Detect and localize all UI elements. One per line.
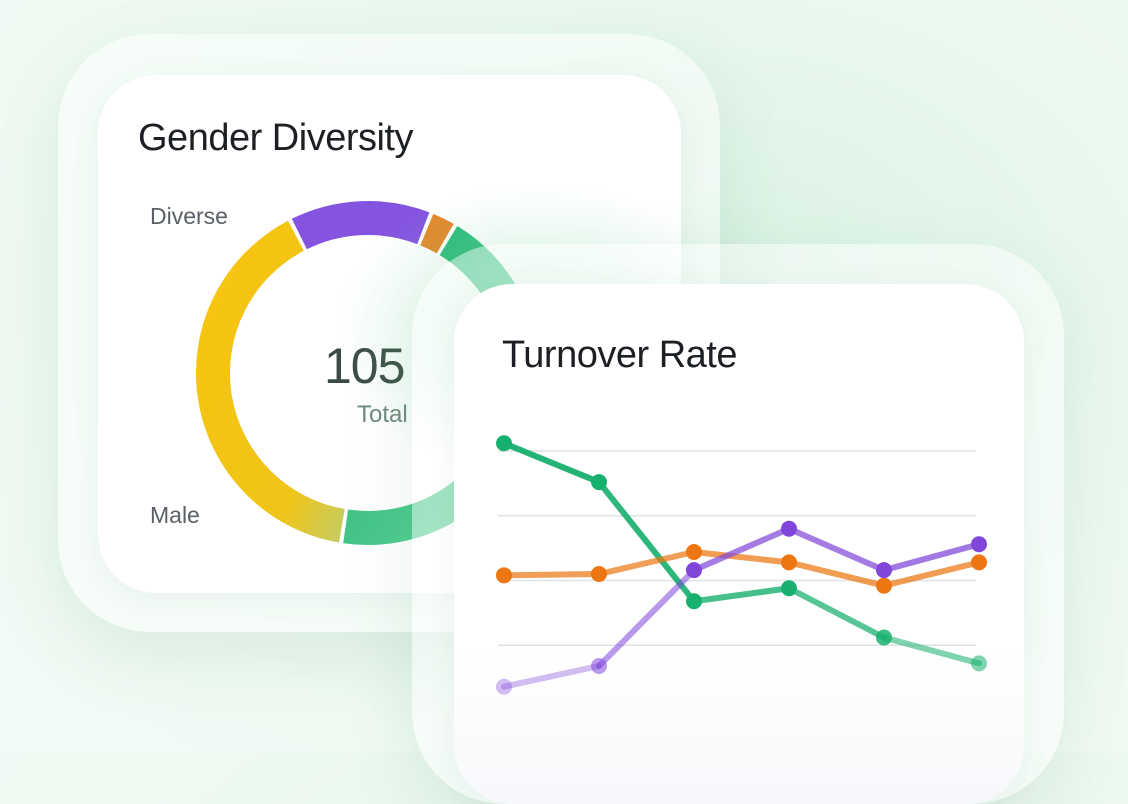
donut-slice-segment-1 bbox=[420, 213, 454, 254]
series-2-segment bbox=[596, 549, 697, 578]
donut-slice-segment-3 bbox=[196, 220, 345, 543]
series-3-segment bbox=[881, 541, 982, 574]
donut-slice-diverse bbox=[291, 201, 430, 250]
series-2-point bbox=[781, 554, 797, 571]
series-2-segment bbox=[786, 559, 887, 589]
series-3-point bbox=[591, 657, 607, 674]
series-2-point bbox=[591, 566, 607, 583]
series-2-point bbox=[686, 544, 702, 561]
series-3-point bbox=[781, 520, 797, 537]
series-1-point bbox=[876, 629, 892, 646]
series-2-point bbox=[496, 567, 512, 584]
series-2-point bbox=[876, 577, 892, 594]
turnover-line-chart bbox=[496, 435, 987, 695]
series-1-point bbox=[496, 435, 512, 452]
series-3-point bbox=[971, 536, 987, 553]
series-2-segment bbox=[691, 549, 792, 566]
series-2-segment bbox=[501, 571, 602, 579]
series-1-point bbox=[591, 474, 607, 491]
legend-label-male: Male bbox=[150, 502, 200, 528]
series-3-segment bbox=[691, 525, 792, 574]
series-3-point bbox=[876, 562, 892, 579]
series-1-point bbox=[781, 580, 797, 597]
series-3-point bbox=[496, 678, 512, 695]
series-3-segment bbox=[501, 662, 602, 690]
series-3-segment bbox=[596, 567, 697, 669]
series-1-point bbox=[971, 655, 987, 672]
series-2-segment bbox=[881, 559, 982, 589]
series-1-segment bbox=[881, 634, 982, 667]
series-1-point bbox=[686, 593, 702, 610]
gender-diversity-title: Gender Diversity bbox=[138, 117, 413, 159]
series-3-point bbox=[686, 562, 702, 579]
series-1-segment bbox=[596, 479, 697, 605]
total-count-value: 105 bbox=[324, 338, 405, 394]
series-1-segment bbox=[691, 585, 792, 605]
total-count-label: Total bbox=[357, 401, 408, 428]
series-3-segment bbox=[786, 525, 887, 574]
series-1-segment bbox=[501, 440, 602, 486]
turnover-rate-title: Turnover Rate bbox=[502, 334, 737, 376]
legend-label-diverse: Diverse bbox=[150, 203, 228, 229]
turnover-rate-card: Turnover Rate bbox=[454, 284, 1024, 804]
series-2-point bbox=[971, 554, 987, 571]
series-1-segment bbox=[786, 585, 887, 641]
